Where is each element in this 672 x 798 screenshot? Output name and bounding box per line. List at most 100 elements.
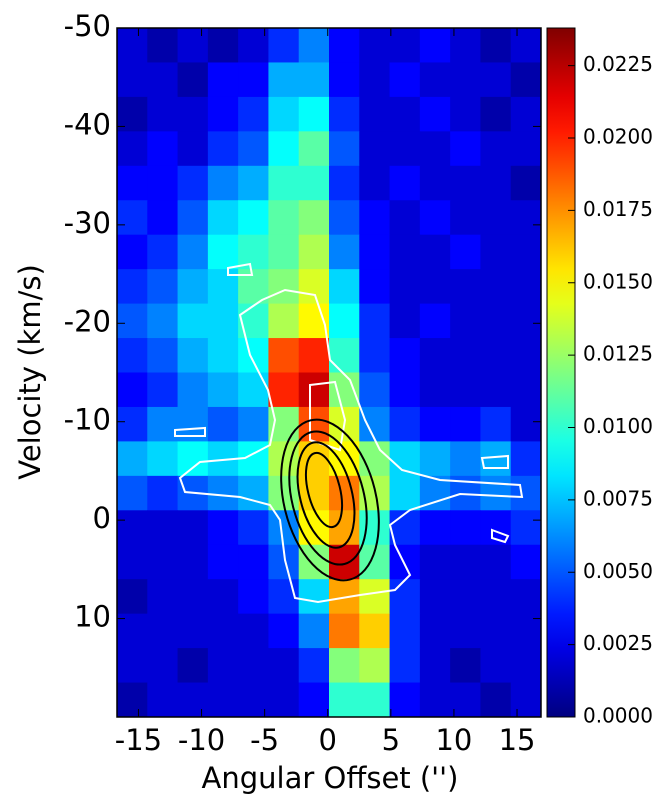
heatmap-cell — [329, 165, 360, 201]
heatmap-cell — [389, 96, 421, 132]
heatmap-cell — [268, 372, 300, 408]
heatmap-cell — [359, 682, 391, 717]
heatmap-cell — [480, 131, 512, 167]
heatmap-cell — [238, 96, 269, 132]
heatmap-cell — [117, 613, 148, 649]
heatmap-cell — [207, 648, 239, 684]
colorbar-tick-label: 0.0150 — [583, 269, 653, 293]
heatmap-cell — [147, 131, 179, 167]
heatmap-cell — [147, 62, 179, 98]
heatmap-cell — [298, 475, 330, 511]
heatmap-cell — [117, 165, 148, 201]
heatmap-cell — [117, 682, 148, 717]
heatmap-cell — [177, 648, 209, 684]
heatmap-cell — [298, 165, 330, 201]
heatmap-cell — [298, 28, 330, 63]
heatmap-cell — [238, 28, 269, 63]
heatmap-cell — [207, 544, 239, 580]
y-tick-label: -20 — [64, 304, 111, 338]
heatmap-cell — [329, 682, 360, 717]
heatmap-cell — [329, 475, 360, 511]
heatmap-cell — [450, 165, 481, 201]
heatmap-cell — [450, 269, 481, 305]
y-tick-label: -50 — [64, 9, 111, 43]
heatmap-cell — [268, 200, 300, 236]
heatmap-cell — [419, 96, 451, 132]
heatmap-cell — [389, 682, 421, 717]
heatmap-cell — [389, 234, 421, 270]
heatmap-cell — [238, 131, 269, 167]
heatmap-cell — [147, 613, 179, 649]
heatmap-cell — [147, 544, 179, 580]
heatmap-cell — [268, 28, 300, 63]
heatmap-cell — [359, 579, 391, 615]
heatmap-cell — [207, 165, 239, 201]
heatmap-cell — [329, 28, 360, 63]
heatmap-cell — [238, 62, 269, 98]
heatmap-cell — [359, 200, 391, 236]
heatmap-cell — [419, 613, 451, 649]
heatmap-cell — [359, 648, 391, 684]
heatmap-cell — [359, 96, 391, 132]
heatmap-cell — [510, 441, 541, 477]
heatmap-cell — [419, 28, 451, 63]
heatmap-cell — [389, 62, 421, 98]
heatmap-cell — [268, 62, 300, 98]
y-tick-label: -40 — [64, 107, 111, 141]
black-contour — [296, 441, 356, 549]
heatmap-cell — [510, 613, 541, 649]
heatmap-cell — [207, 613, 239, 649]
heatmap-cell — [329, 372, 360, 408]
heatmap-cell — [298, 648, 330, 684]
heatmap-cell — [510, 234, 541, 270]
heatmap-cell — [510, 372, 541, 408]
heatmap-cell — [480, 406, 512, 442]
y-tick-label: 10 — [74, 600, 111, 634]
heatmap-cell — [177, 165, 209, 201]
black-contour — [280, 418, 380, 582]
black-contour — [288, 430, 368, 566]
heatmap-cell — [147, 234, 179, 270]
heatmap-cell — [238, 338, 269, 373]
heatmap-cell — [177, 96, 209, 132]
plot-frame — [116, 27, 542, 718]
heatmap-cell — [298, 96, 330, 132]
heatmap-cell — [268, 234, 300, 270]
heatmap-cell — [147, 269, 179, 305]
white-contour — [480, 454, 509, 469]
heatmap-cell — [268, 682, 300, 717]
heatmap-cell — [298, 682, 330, 717]
heatmap-cell — [177, 303, 209, 339]
heatmap-cell — [329, 269, 360, 305]
heatmap-cell — [510, 579, 541, 615]
heatmap-cell — [510, 406, 541, 442]
heatmap-cell — [268, 165, 300, 201]
black-contour — [304, 451, 344, 529]
y-tick-label: -30 — [64, 206, 111, 240]
heatmap-cell — [238, 682, 269, 717]
white-contour — [174, 426, 206, 437]
heatmap-cell — [207, 200, 239, 236]
heatmap-cell — [389, 579, 421, 615]
heatmap-cell — [268, 131, 300, 167]
heatmap-cell — [510, 269, 541, 305]
heatmap-cell — [147, 338, 179, 373]
heatmap-cell — [268, 510, 300, 546]
heatmap-cell — [480, 96, 512, 132]
heatmap-cell — [389, 475, 421, 511]
heatmap-cell — [117, 510, 148, 546]
heatmap-cell — [329, 544, 360, 580]
heatmap-cell — [147, 648, 179, 684]
heatmap-cell — [419, 131, 451, 167]
heatmap-cell — [359, 131, 391, 167]
heatmap-cell — [117, 648, 148, 684]
heatmap-cell — [177, 269, 209, 305]
heatmap-cell — [177, 682, 209, 717]
heatmap-cell — [450, 372, 481, 408]
heatmap-cell — [298, 303, 330, 339]
heatmap-cell — [238, 303, 269, 339]
heatmap-cell — [510, 131, 541, 167]
y-tick-label: -10 — [64, 403, 111, 437]
heatmap-cell — [177, 613, 209, 649]
